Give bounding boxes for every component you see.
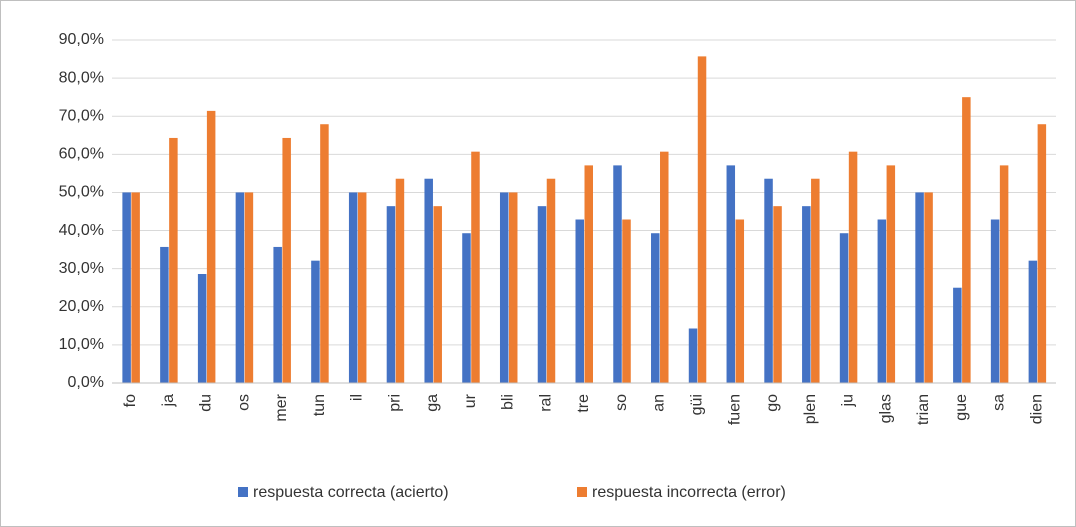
- bar: [122, 192, 131, 383]
- bar: [169, 137, 178, 383]
- x-tick-label: sa: [991, 394, 1008, 411]
- bar: [1037, 124, 1047, 383]
- x-tick-label: plen: [802, 394, 819, 424]
- bar: [613, 165, 622, 383]
- bar: [546, 178, 556, 383]
- legend-swatch: [238, 487, 248, 497]
- bar: [688, 328, 698, 383]
- x-tick-label: tre: [575, 394, 592, 413]
- bar: [575, 219, 584, 383]
- bar: [726, 165, 736, 383]
- bar: [839, 233, 849, 383]
- x-tick-label: bli: [500, 394, 517, 410]
- bar: [773, 206, 782, 383]
- x-tick-label: tun: [311, 394, 328, 416]
- x-tick-label: du: [198, 394, 215, 412]
- bar: [348, 192, 358, 383]
- y-tick-label: 20,0%: [59, 298, 104, 315]
- bar: [622, 219, 631, 383]
- x-tick-label: fo: [122, 394, 139, 407]
- x-tick-label: ga: [424, 394, 441, 412]
- x-tick-label: ral: [537, 394, 554, 412]
- y-tick-label: 30,0%: [59, 260, 104, 277]
- bar: [999, 165, 1009, 383]
- bar: [433, 206, 442, 383]
- x-tick-label: ja: [160, 394, 177, 408]
- x-tick-label: os: [235, 394, 252, 411]
- x-tick-label: ur: [462, 393, 479, 408]
- bar: [1028, 260, 1038, 383]
- bar: [311, 260, 320, 383]
- bar: [915, 192, 924, 383]
- bar: [386, 206, 396, 383]
- bar: [886, 165, 896, 383]
- bar: [584, 165, 593, 383]
- bar: [206, 110, 216, 384]
- bar: [962, 97, 971, 384]
- bar: [395, 178, 405, 383]
- bar: [273, 246, 282, 383]
- bar: [160, 246, 169, 383]
- bar: [462, 233, 471, 383]
- bar: [990, 219, 1000, 383]
- x-tick-label: go: [764, 394, 781, 412]
- bar: [282, 137, 291, 383]
- bar: [764, 178, 773, 383]
- bar: [499, 192, 509, 383]
- bar: [953, 287, 962, 383]
- y-tick-label: 80,0%: [59, 69, 104, 86]
- legend-swatch: [577, 487, 587, 497]
- y-tick-label: 10,0%: [59, 336, 104, 353]
- bar: [735, 219, 745, 383]
- x-tick-label: pri: [386, 394, 403, 412]
- y-tick-label: 40,0%: [59, 222, 104, 239]
- y-tick-label: 50,0%: [59, 184, 104, 201]
- y-tick-label: 0,0%: [68, 374, 104, 391]
- bar: [651, 233, 660, 383]
- x-tick-label: so: [613, 394, 630, 411]
- bar: [924, 192, 933, 383]
- legend-label: respuesta correcta (acierto): [253, 484, 449, 501]
- bar: [357, 192, 367, 383]
- bar: [244, 192, 254, 383]
- bar: [877, 219, 887, 383]
- y-tick-label: 60,0%: [59, 146, 104, 163]
- x-tick-label: fuen: [726, 394, 743, 425]
- x-tick-label: gue: [953, 394, 970, 421]
- x-tick-label: glas: [877, 394, 894, 423]
- x-tick-label: dien: [1028, 394, 1045, 424]
- x-tick-label: ju: [840, 394, 857, 407]
- legend-label: respuesta incorrecta (error): [592, 484, 786, 501]
- bar: [802, 206, 811, 383]
- bar: [235, 192, 245, 383]
- bar: [197, 274, 207, 383]
- bar: [471, 151, 480, 383]
- bar: [537, 206, 547, 383]
- x-tick-label: mer: [273, 393, 290, 421]
- bar: [320, 124, 329, 383]
- bar: [131, 192, 140, 383]
- bar: [660, 151, 669, 383]
- y-tick-label: 90,0%: [59, 31, 104, 48]
- bar: [697, 56, 707, 383]
- x-tick-label: il: [349, 394, 366, 401]
- x-tick-label: an: [651, 394, 668, 412]
- y-tick-label: 70,0%: [59, 107, 104, 124]
- bar: [508, 192, 518, 383]
- bar: [811, 178, 820, 383]
- bar: [848, 151, 858, 383]
- x-tick-label: güi: [688, 394, 705, 415]
- bar: [424, 178, 433, 383]
- x-tick-label: trian: [915, 394, 932, 425]
